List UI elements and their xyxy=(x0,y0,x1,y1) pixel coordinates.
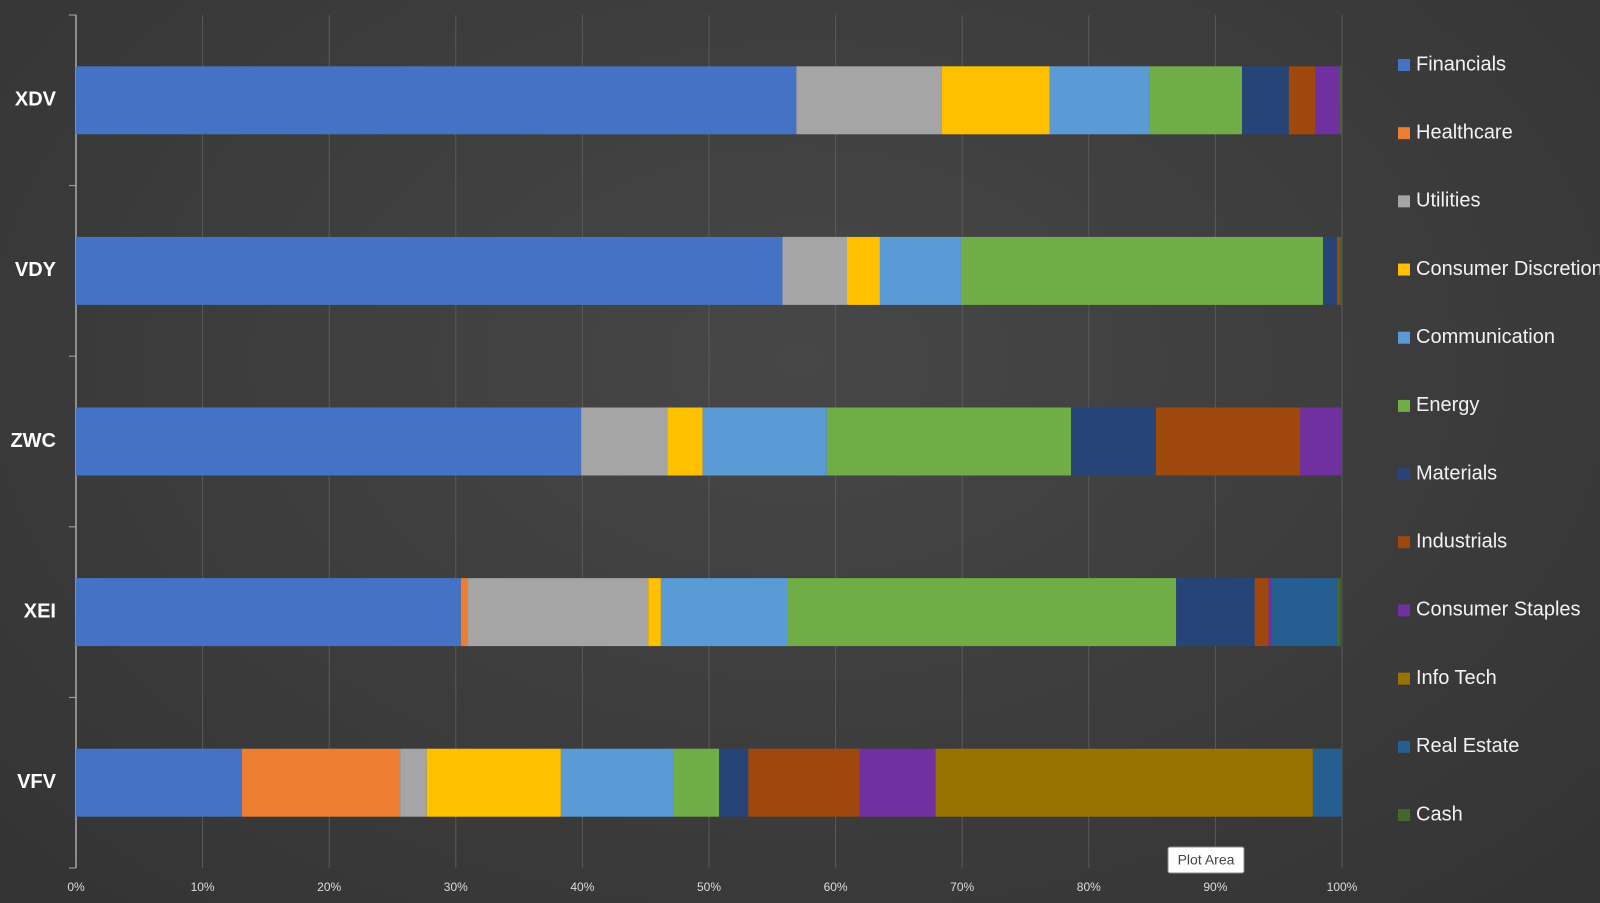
legend-swatch xyxy=(1398,672,1410,685)
bar-segment xyxy=(1254,578,1269,647)
bar-segment xyxy=(1149,66,1242,135)
bar-segment xyxy=(782,236,847,305)
x-tick-label: 40% xyxy=(570,880,594,894)
legend-label: Financials xyxy=(1416,53,1506,75)
bar-segment xyxy=(460,578,468,647)
bar-segment xyxy=(1049,66,1150,135)
y-tick-label: VDY xyxy=(15,259,57,281)
bar-segment xyxy=(467,578,649,647)
bar-segment xyxy=(960,236,1324,305)
bar-segment xyxy=(1071,407,1156,476)
legend-label: Healthcare xyxy=(1416,121,1513,143)
x-tick-label: 70% xyxy=(950,880,974,894)
legend-swatch xyxy=(1398,59,1410,71)
bar-segment xyxy=(796,66,942,135)
bar-segment xyxy=(1336,578,1341,647)
legend-swatch xyxy=(1398,195,1410,208)
y-tick-label: ZWC xyxy=(10,430,56,452)
x-tick-label: 90% xyxy=(1203,880,1227,894)
legend-label: Utilities xyxy=(1416,190,1480,212)
bar-segment xyxy=(1336,236,1340,305)
bar-segment xyxy=(660,578,788,647)
bar-segment xyxy=(1288,66,1316,135)
bar-segment xyxy=(76,236,783,305)
legend-swatch xyxy=(1398,809,1410,821)
y-tick-label: XEI xyxy=(24,600,56,622)
bar-segment xyxy=(581,407,668,476)
bar-segment xyxy=(1315,66,1340,135)
bar-segment xyxy=(1312,748,1342,817)
legend-label: Real Estate xyxy=(1416,735,1519,757)
x-tick-label: 30% xyxy=(444,880,468,894)
legend-label: Industrials xyxy=(1416,531,1507,553)
bar-segment xyxy=(719,748,749,817)
legend-swatch xyxy=(1398,399,1410,412)
bar-segment xyxy=(400,748,427,817)
bar-segment xyxy=(76,578,461,647)
legend-swatch xyxy=(1398,604,1410,617)
bar-segment xyxy=(935,748,1313,817)
legend-swatch xyxy=(1398,331,1410,344)
bar-segment xyxy=(1323,236,1337,305)
legend-label: Energy xyxy=(1416,394,1479,416)
bar-segment xyxy=(826,407,1072,476)
bar-segment xyxy=(76,407,582,476)
bar-segment xyxy=(1300,407,1342,476)
legend-label: Communication xyxy=(1416,326,1555,348)
bar-segment xyxy=(859,748,936,817)
bar-segment xyxy=(76,66,797,135)
bar-segment xyxy=(1155,407,1301,476)
bar-segment xyxy=(941,66,1050,135)
bar-segment xyxy=(1268,578,1272,647)
legend-swatch xyxy=(1398,127,1410,140)
tooltip: Plot Area xyxy=(1178,852,1235,868)
bar-segment xyxy=(1339,236,1342,305)
bar-segment xyxy=(426,748,561,817)
x-tick-label: 0% xyxy=(67,880,85,894)
y-tick-label: XDV xyxy=(15,89,57,111)
legend-label: Info Tech xyxy=(1416,667,1497,689)
x-tick-label: 80% xyxy=(1077,880,1101,894)
bar-segment xyxy=(702,407,827,476)
bar-segment xyxy=(1271,578,1337,647)
plot: 0% 10% 20% 30% 40% 50% 60% 70% 80% 90% 100% XDV VDY Z… xyxy=(10,14,1600,894)
bar-segment xyxy=(879,236,961,305)
legend-label: Consumer Discretionary xyxy=(1416,258,1600,280)
bar-segment xyxy=(560,748,674,817)
x-tick-label: 50% xyxy=(697,880,721,894)
x-tick-label: 20% xyxy=(317,880,341,894)
bar-segment xyxy=(846,236,880,305)
y-tick-label: VFV xyxy=(17,771,57,793)
legend-swatch xyxy=(1398,263,1410,276)
legend-swatch xyxy=(1398,468,1410,481)
bar-segment xyxy=(748,748,860,817)
bar-segment xyxy=(787,578,1177,647)
bar-segment xyxy=(241,748,401,817)
bar-segment xyxy=(667,407,703,476)
bar-segment xyxy=(1339,66,1342,135)
bar-segment xyxy=(673,748,720,817)
tooltip-box xyxy=(1167,846,1245,874)
bar-segment xyxy=(76,748,242,817)
bar-segment xyxy=(1241,66,1289,135)
x-tick-label: 60% xyxy=(824,880,848,894)
x-tick-label: 100% xyxy=(1327,880,1358,894)
x-tick-label: 10% xyxy=(191,880,215,894)
legend-label: Cash xyxy=(1416,803,1463,825)
bar-segment xyxy=(648,578,661,647)
bar-segment xyxy=(1176,578,1255,647)
legend-label: Consumer Staples xyxy=(1416,599,1581,621)
legend-swatch xyxy=(1398,740,1410,753)
legend-swatch xyxy=(1398,536,1410,549)
legend-label: Materials xyxy=(1416,462,1497,484)
